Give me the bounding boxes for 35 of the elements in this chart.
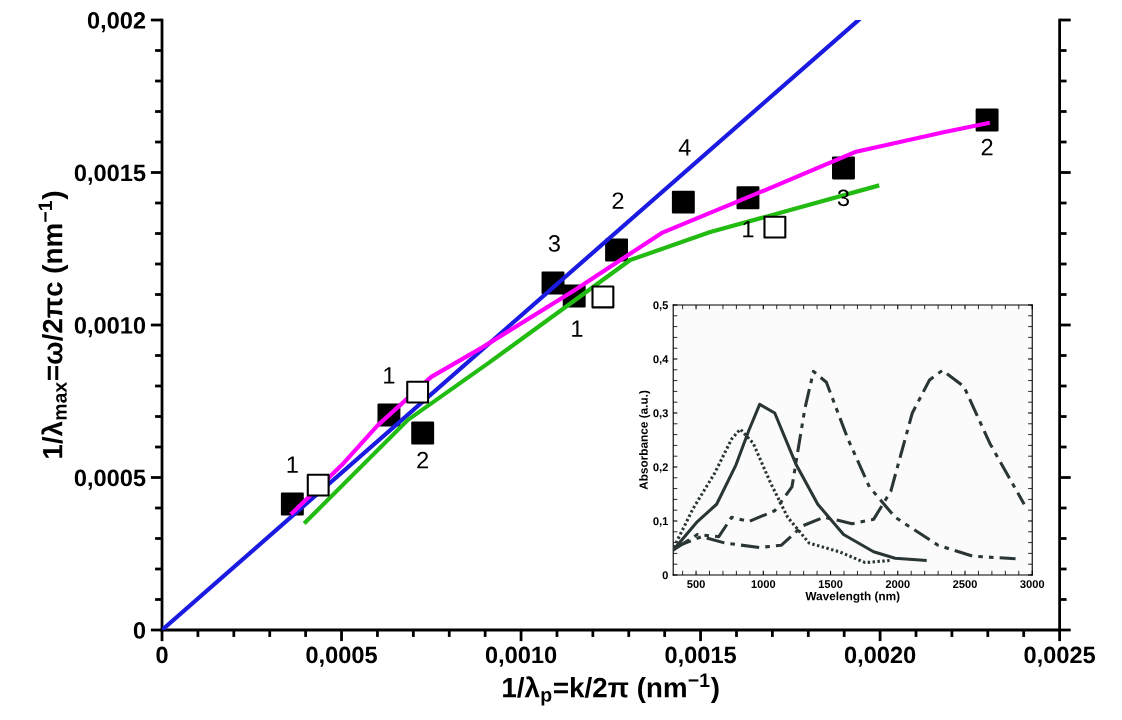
y-tick-label: 0,4 [653, 355, 669, 365]
x-tick-label: 500 [687, 580, 705, 589]
y-tick-label: 0,3 [653, 409, 668, 419]
x-tick-label: 1000 [751, 580, 776, 589]
annotation: 1 [743, 221, 754, 238]
x-tick-label: 0 [156, 646, 168, 664]
y-tick-label: 0,2 [653, 463, 668, 473]
y-tick-label: 0,002 [87, 12, 146, 33]
annotation: 4 [678, 139, 691, 156]
x-tick-label: 3000 [1020, 580, 1045, 589]
annotation: 1 [572, 320, 583, 337]
annotation: 2 [417, 451, 429, 469]
y-tick-label: 0,5 [653, 301, 669, 311]
y-tick-label: 0,0015 [74, 164, 146, 185]
y-axis-title: 1/λ$_{max}$=ω/2πc (nm$^{−1}$) [38, 191, 68, 458]
y-tick-label: 0 [662, 571, 668, 580]
annotation: 2 [981, 138, 993, 156]
x-axis-title: 1/λ$_{p}$=k/2π (nm$^{−1}$) [503, 673, 719, 706]
x-tick-label: 0,0010 [485, 646, 557, 667]
x-tick-label: 0,0025 [1024, 646, 1096, 667]
annotation: 1 [384, 367, 395, 384]
x-tick-label: 2000 [885, 580, 910, 589]
x-tick-label: 1500 [818, 580, 843, 589]
annotation: 2 [612, 192, 624, 209]
y-axis-title: Absorbance (a.u.) [639, 390, 651, 490]
x-axis-title: Wavelength (nm) [805, 591, 900, 603]
y-tick-label: 0,0005 [74, 469, 146, 490]
y-tick-label: 0,1 [653, 517, 669, 527]
x-tick-label: 0,0005 [306, 646, 377, 667]
y-tick-label: 0 [133, 622, 146, 639]
annotation: 3 [548, 235, 560, 252]
x-tick-label: 0,0020 [844, 646, 916, 667]
x-tick-label: 2500 [953, 580, 977, 589]
y-tick-label: 0,0010 [74, 317, 146, 338]
annotation: 1 [287, 456, 298, 473]
